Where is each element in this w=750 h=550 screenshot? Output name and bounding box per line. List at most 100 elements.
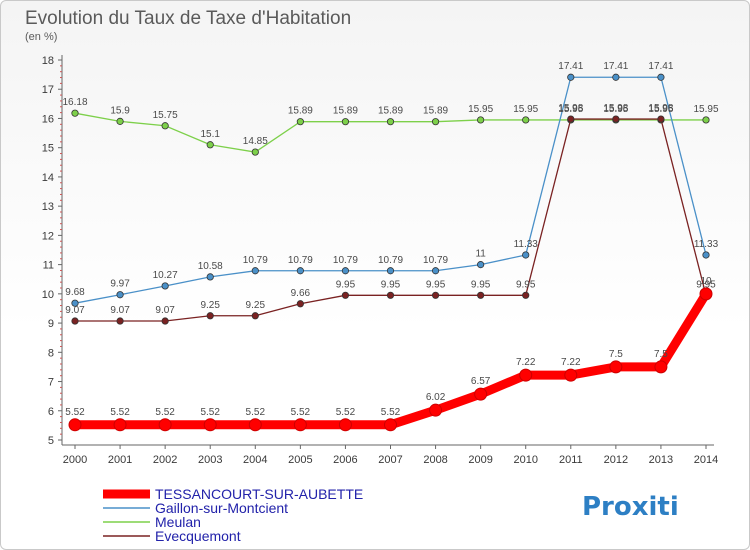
x-tick-label: 2001 [108, 454, 132, 466]
data-label: 9.07 [65, 305, 85, 316]
data-label: 9.95 [426, 279, 446, 290]
y-tick-label: 10 [42, 289, 54, 301]
data-point [341, 291, 350, 299]
data-label: 9.95 [336, 279, 356, 290]
data-label: 17.41 [648, 61, 673, 72]
legend-label: TESSANCOURT-SUR-AUBETTE [155, 486, 363, 502]
data-label: 9.95 [381, 279, 401, 290]
data-point [203, 418, 217, 432]
y-tick-label: 15 [42, 143, 54, 155]
data-point [612, 73, 620, 81]
y-tick-label: 7 [48, 377, 54, 389]
data-label: 9.95 [516, 279, 536, 290]
y-tick-label: 17 [42, 84, 54, 96]
series-meulan [71, 109, 710, 156]
legend-label: Meulan [155, 514, 201, 530]
data-label: 11 [475, 249, 486, 260]
x-tick-label: 2000 [63, 454, 87, 466]
data-point [293, 418, 307, 432]
data-labels: 16.18 15.9 15.75 15.1 14.85 15.89 15.89 15.89 15… [62, 61, 718, 418]
data-label: 9.07 [155, 305, 175, 316]
data-label: 15.98 [603, 103, 628, 114]
data-label: 15.89 [423, 106, 448, 117]
data-point [522, 251, 530, 259]
data-label: 9.68 [65, 287, 85, 298]
data-label: 7.5 [609, 349, 623, 360]
logo-text: Proxiti [582, 492, 679, 522]
data-point [296, 118, 304, 126]
data-label: 10.79 [288, 255, 313, 266]
y-tick-label: 14 [42, 172, 54, 184]
data-point [71, 317, 79, 325]
data-point [116, 291, 124, 299]
x-tick-label: 2004 [243, 454, 267, 466]
chart-title: Evolution du Taux de Taxe d'Habitation [25, 8, 351, 29]
data-label: 10.79 [333, 255, 358, 266]
series-layer [68, 73, 713, 432]
data-label: 15.89 [333, 106, 358, 117]
data-point [477, 116, 485, 124]
data-point [251, 312, 259, 320]
legend-label: Evecquemont [155, 528, 241, 544]
x-tick-label: 2005 [288, 454, 312, 466]
x-tick-label: 2002 [153, 454, 177, 466]
series-evecquemont [71, 115, 710, 325]
data-point [612, 115, 620, 123]
data-label: 15.75 [153, 110, 178, 121]
y-tick-label: 5 [48, 435, 54, 447]
data-point [113, 418, 127, 432]
data-point [206, 273, 214, 281]
data-label: 9.07 [110, 305, 130, 316]
data-label: 14.85 [243, 136, 268, 147]
data-point [609, 360, 623, 374]
data-label: 5.52 [291, 407, 311, 418]
data-label: 10 [700, 276, 712, 287]
data-label: 15.1 [200, 129, 220, 140]
data-point [158, 418, 172, 432]
data-label: 17.41 [603, 61, 628, 72]
y-tick-label: 9 [48, 318, 54, 330]
data-label: 11.33 [514, 239, 539, 250]
data-label: 10.79 [243, 255, 268, 266]
y-tick-label: 18 [42, 55, 54, 67]
y-tick-label: 11 [43, 260, 54, 272]
data-point [338, 418, 352, 432]
data-label: 7.22 [516, 357, 536, 368]
data-point [161, 282, 169, 290]
data-point [657, 73, 665, 81]
data-point [68, 418, 82, 432]
data-point [248, 418, 262, 432]
data-point [384, 418, 397, 432]
x-tick-label: 2011 [559, 454, 583, 466]
data-point [429, 403, 443, 417]
data-point [341, 118, 350, 126]
data-label: 15.95 [693, 104, 718, 115]
data-point [71, 109, 79, 117]
data-point [71, 299, 79, 307]
data-point [522, 116, 530, 124]
data-label: 15.89 [378, 106, 403, 117]
data-label: 17.41 [558, 61, 583, 72]
y-tick-label: 6 [48, 406, 54, 418]
axes: 5 6 7 8 9 10 11 12 13 14 15 16 17 18 2000 2001 2002 2003 2… [42, 55, 718, 466]
data-point [654, 360, 668, 374]
x-tick-label: 2006 [333, 454, 357, 466]
data-point [251, 148, 259, 156]
data-point [522, 291, 530, 299]
x-tick-label: 2009 [468, 454, 492, 466]
data-point [116, 117, 124, 125]
data-label: 10.79 [378, 255, 403, 266]
data-label: 5.52 [246, 407, 266, 418]
data-label: 5.52 [110, 407, 130, 418]
x-tick-label: 2012 [604, 454, 628, 466]
data-point [477, 291, 485, 299]
data-point [386, 267, 395, 275]
x-tick-label: 2003 [198, 454, 222, 466]
data-point [296, 300, 304, 308]
data-label: 5.52 [155, 407, 175, 418]
data-point [567, 73, 575, 81]
data-point [699, 287, 713, 301]
data-label: 10.27 [153, 270, 178, 281]
